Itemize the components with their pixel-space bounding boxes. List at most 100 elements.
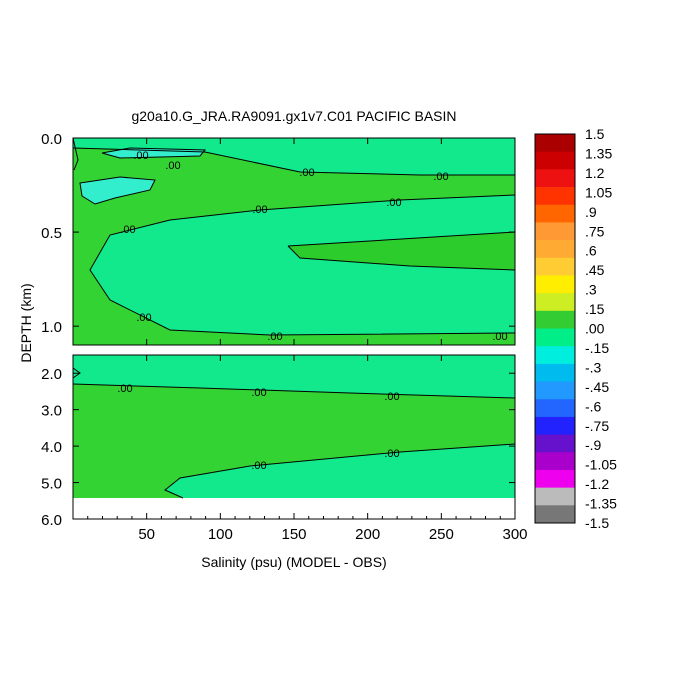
colorbar-swatch: [535, 257, 575, 276]
contour-label-text: .00: [251, 387, 266, 399]
colorbar-swatch: [535, 134, 575, 153]
colorbar-swatch: [535, 434, 575, 453]
y-axis-label: DEPTH (km): [18, 283, 34, 362]
contour-label: .00: [133, 150, 148, 162]
contour-label-text: .00: [133, 150, 148, 162]
colorbar-swatch: [535, 222, 575, 241]
contour-line: [79, 176, 156, 205]
colorbar-label: 1.35: [585, 145, 612, 161]
chart-title: g20a10.G_JRA.RA9091.gx1v7.C01 PACIFIC BA…: [131, 108, 456, 124]
colorbar-swatch: [535, 505, 575, 524]
colorbar-swatch: [535, 169, 575, 188]
upper-positive-core: [288, 232, 515, 270]
contour-label-text: .00: [252, 204, 267, 216]
colorbar-label: -1.5: [585, 515, 609, 531]
contour-label-text: .00: [136, 312, 151, 324]
contour-line: [101, 147, 207, 159]
upper-negative-pocket: [80, 177, 155, 204]
colorbar-label: -.75: [585, 418, 609, 434]
contour-line: [72, 367, 81, 379]
colorbar-swatch: [535, 381, 575, 400]
lower-positive-region: [73, 384, 515, 498]
contour-label: .00: [136, 312, 151, 324]
contour-line: [72, 147, 515, 176]
colorbar-label: .45: [585, 262, 605, 278]
colorbar-label: .6: [585, 243, 597, 259]
contour-line: [287, 231, 516, 247]
missing-data-region: [73, 498, 515, 519]
colorbar-label: 1.5: [585, 126, 605, 142]
contour-line: [72, 137, 79, 171]
x-axis-label: Salinity (psu) (MODEL - OBS): [201, 554, 386, 570]
y-axis: 0.0 0.5 1.0 2.0 3.0 4.0 5.0 6.0: [41, 131, 515, 529]
contour-label-text: .00: [384, 448, 399, 460]
lower-panel: [72, 354, 516, 520]
contour-label-text: .00: [267, 331, 282, 343]
colorbar-label: -.6: [585, 398, 602, 414]
contour-label-text: .00: [433, 171, 448, 183]
y-tick-label: 0.5: [41, 225, 62, 242]
colorbar-swatch: [535, 240, 575, 259]
x-tick-label: 50: [138, 526, 155, 543]
colorbar-label: 1.2: [585, 165, 605, 181]
colorbar-label: -.15: [585, 340, 609, 356]
contour-label: .00: [384, 448, 399, 460]
contour-label: .00: [386, 197, 401, 209]
contour-line: [164, 443, 516, 499]
colorbar-label: -.3: [585, 359, 602, 375]
colorbar-label: .15: [585, 301, 605, 317]
y-tick-label: 5.0: [41, 476, 62, 493]
lower-contours: [72, 367, 516, 499]
contour-label: .00: [433, 171, 448, 183]
contour-label: .00: [251, 460, 266, 472]
colorbar-swatch: [535, 151, 575, 170]
colorbar-label: -.9: [585, 437, 602, 453]
x-tick-label: 150: [281, 526, 306, 543]
y-tick-label: 0.0: [41, 131, 62, 148]
colorbar-swatch: [535, 346, 575, 365]
colorbar-frame: [534, 133, 576, 524]
colorbar: 1.5 1.35 1.2 1.05 .9 .75 .6 .45 .3 .15 .00 -.15 -.3 -…: [534, 126, 617, 531]
colorbar-swatch: [535, 187, 575, 206]
y-tick-label: 6.0: [41, 512, 62, 529]
colorbar-label: -.45: [585, 379, 609, 395]
contour-label: .00: [251, 387, 266, 399]
x-tick-label: 250: [429, 526, 454, 543]
contour-line: [287, 245, 516, 271]
contour-label-text: .00: [165, 160, 180, 172]
contour-line: [72, 383, 516, 399]
x-tick-label: 200: [355, 526, 380, 543]
contour-label-text: .00: [299, 167, 314, 179]
x-tick-label: 100: [208, 526, 233, 543]
x-tick-label: 300: [502, 526, 527, 543]
colorbar-swatch: [535, 310, 575, 329]
colorbar-swatch: [535, 469, 575, 489]
contour-label: .00: [252, 204, 267, 216]
contour-label-text: .00: [120, 224, 135, 236]
contour-label-text: .00: [117, 383, 132, 395]
y-tick-label: 1.0: [41, 319, 62, 336]
colorbar-label: .3: [585, 282, 597, 298]
upper-contours: [72, 137, 516, 336]
colorbar-swatch: [535, 399, 575, 418]
x-axis: 50 100 150 200 250 300: [87, 138, 528, 543]
y-tick-label: 3.0: [41, 403, 62, 420]
contour-label: .00: [165, 160, 180, 172]
upper-positive-region: [73, 148, 515, 345]
contour-label: .00: [384, 391, 399, 403]
contour-label: .00: [299, 167, 314, 179]
contour-label-text: .00: [492, 331, 507, 343]
colorbar-label: .75: [585, 223, 605, 239]
colorbar-label: -1.35: [585, 496, 617, 512]
colorbar-swatch: [535, 293, 575, 312]
colorbar-swatch: [535, 487, 575, 506]
y-tick-label: 4.0: [41, 439, 62, 456]
colorbar-swatch: [535, 328, 575, 347]
colorbar-label: -1.2: [585, 476, 609, 492]
colorbar-swatch: [535, 452, 575, 471]
contour-label: .00: [492, 331, 507, 343]
upper-thin-pocket: [102, 148, 205, 158]
colorbar-label: 1.05: [585, 184, 612, 200]
contour-labels: .00 .00 .00 .00 .00 .00 .00 .00 .00 .00 .00 .00 .00.…: [117, 150, 507, 472]
